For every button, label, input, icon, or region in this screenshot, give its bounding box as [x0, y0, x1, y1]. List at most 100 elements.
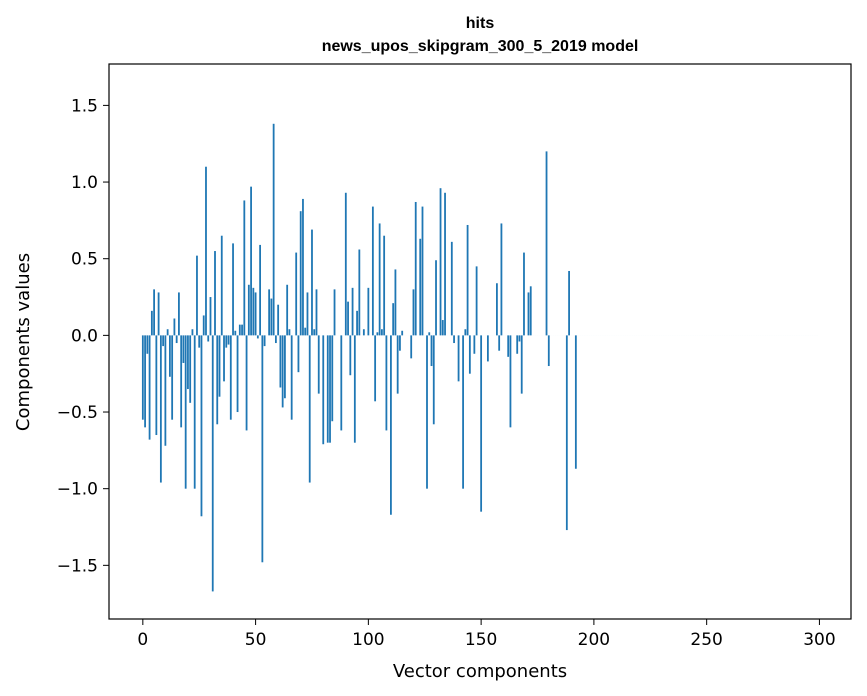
bar-2 — [146, 335, 149, 354]
bar-145 — [468, 335, 471, 374]
bar-76 — [313, 329, 316, 336]
bar-27 — [202, 315, 205, 336]
bar-52 — [259, 244, 261, 336]
bar-38 — [227, 335, 230, 345]
bar-54 — [263, 335, 266, 347]
bar-51 — [256, 335, 259, 339]
bar-163 — [509, 335, 512, 428]
bar-18 — [182, 335, 185, 363]
bar-179 — [545, 151, 548, 336]
bar-129 — [432, 335, 435, 425]
y-tick-label: 0.0 — [71, 326, 98, 346]
bar-33 — [216, 335, 219, 425]
bar-19 — [184, 335, 187, 489]
bar-63 — [284, 335, 286, 399]
bar-70 — [299, 211, 302, 336]
bar-26 — [200, 335, 203, 517]
bar-105 — [378, 223, 381, 336]
bar-61 — [279, 335, 282, 388]
x-tick-label: 150 — [465, 630, 497, 650]
bar-137 — [450, 241, 453, 336]
x-tick-label: 0 — [137, 630, 148, 650]
bar-3 — [148, 335, 151, 440]
bar-147 — [473, 335, 476, 354]
bar-72 — [304, 327, 307, 336]
bar-169 — [523, 252, 525, 336]
bar-30 — [209, 297, 212, 336]
bar-80 — [322, 335, 325, 445]
bar-39 — [229, 335, 232, 420]
bar-40 — [232, 243, 234, 336]
bar-16 — [178, 292, 180, 336]
bar-138 — [453, 335, 455, 344]
bar-132 — [439, 188, 442, 336]
bar-148 — [475, 266, 478, 336]
bar-167 — [518, 335, 521, 342]
bar-14 — [173, 318, 176, 336]
bar-48 — [250, 186, 252, 336]
bar-11 — [166, 329, 169, 336]
bar-90 — [344, 192, 347, 336]
bar-95 — [356, 310, 358, 336]
bar-111 — [392, 303, 395, 336]
bar-64 — [286, 284, 289, 336]
bar-85 — [333, 289, 336, 336]
bar-110 — [390, 335, 392, 515]
bar-21 — [189, 335, 192, 403]
y-tick-label: 1.0 — [71, 173, 98, 193]
bar-60 — [277, 304, 280, 336]
bar-102 — [371, 206, 374, 336]
bar-1 — [144, 335, 146, 428]
bar-78 — [317, 335, 320, 394]
bar-104 — [376, 332, 379, 336]
bar-93 — [351, 287, 354, 336]
bar-32 — [214, 251, 216, 336]
bar-83 — [329, 335, 331, 443]
bar-0 — [141, 335, 144, 420]
x-axis-ticks: 0 50 100 150 200 250 300 — [137, 619, 836, 650]
y-tick-label: −1.5 — [57, 556, 98, 576]
bar-series — [141, 123, 819, 592]
bar-128 — [430, 335, 433, 367]
bar-37 — [225, 335, 228, 348]
bar-6 — [155, 335, 158, 436]
bar-192 — [574, 335, 577, 469]
chart-subtitle: news_upos_skipgram_300_5_2019 model — [322, 38, 639, 55]
bar-115 — [401, 330, 404, 336]
bar-172 — [529, 286, 532, 336]
bar-25 — [198, 335, 201, 348]
bar-166 — [516, 335, 519, 354]
bar-68 — [295, 252, 298, 336]
bar-96 — [358, 249, 361, 336]
bar-107 — [383, 235, 386, 336]
bar-126 — [426, 335, 428, 489]
bar-57 — [270, 298, 273, 336]
bar-84 — [331, 335, 334, 422]
bar-73 — [306, 292, 309, 336]
bar-43 — [238, 324, 241, 336]
bar-17 — [180, 335, 183, 428]
bar-157 — [496, 283, 498, 336]
bar-124 — [421, 206, 424, 336]
bar-35 — [220, 235, 223, 336]
bar-180 — [547, 335, 550, 367]
bar-140 — [457, 335, 460, 382]
bar-133 — [441, 320, 444, 336]
bar-143 — [464, 329, 467, 336]
bar-153 — [486, 335, 489, 362]
bar-20 — [187, 335, 189, 390]
bar-98 — [362, 329, 365, 336]
bar-91 — [347, 301, 349, 336]
bar-5 — [153, 289, 155, 336]
bar-56 — [268, 289, 271, 336]
x-axis-label: Vector components — [393, 661, 567, 682]
bar-144 — [466, 224, 469, 336]
x-tick-label: 200 — [578, 630, 610, 650]
y-axis-label: Components values — [13, 253, 34, 431]
bar-94 — [353, 335, 356, 443]
bar-50 — [254, 292, 257, 336]
bar-189 — [568, 270, 570, 336]
bar-12 — [168, 335, 171, 377]
bar-8 — [159, 335, 162, 483]
bar-123 — [419, 238, 422, 336]
